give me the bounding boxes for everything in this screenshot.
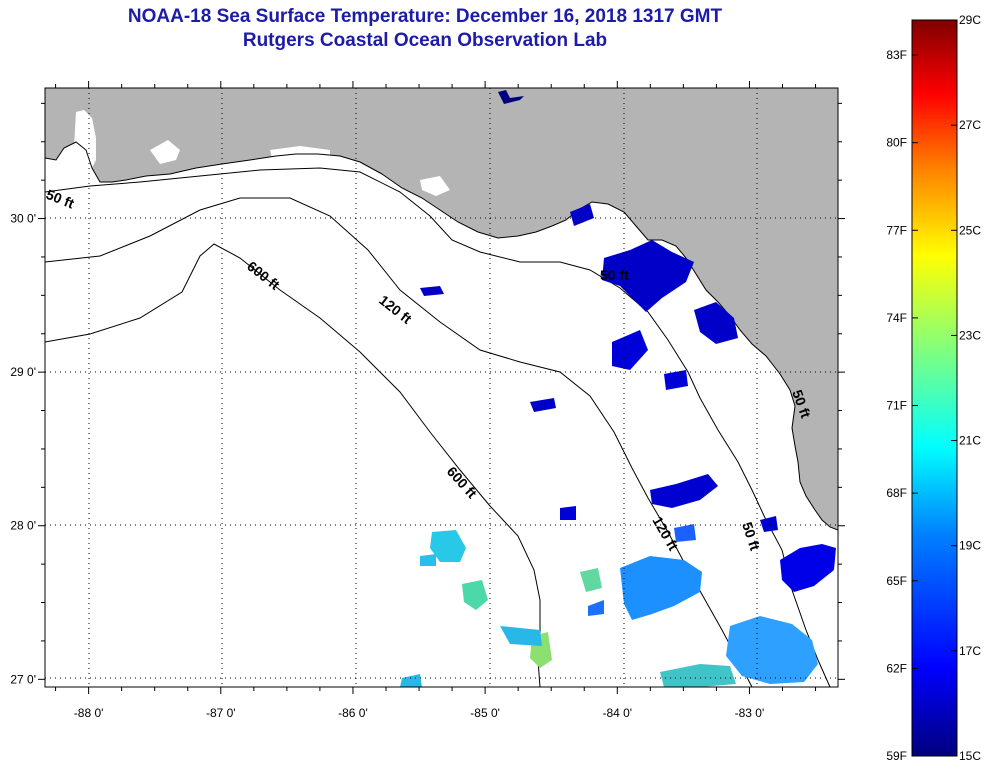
map-title: NOAA-18 Sea Surface Temperature: Decembe… (127, 6, 723, 27)
pensacola-bay (150, 140, 180, 164)
map-subtitle: Rutgers Coastal Ocean Observation Lab (242, 30, 608, 51)
lake-seminole (498, 90, 528, 104)
plot-frame (44, 87, 839, 688)
colorbar-c-label: 21C (959, 434, 981, 448)
lat-label: 29 0' (10, 365, 36, 379)
colorbar-f-label: 74F (886, 311, 907, 325)
latitude-labels: 30 0' 29 0' 28 0' 27 0' (10, 212, 36, 687)
colorbar-f-label: 83F (886, 48, 907, 62)
contour-label: 50 ft (600, 267, 629, 283)
colorbar-c-label: 15C (959, 749, 981, 763)
colorbar-c-label: 23C (959, 328, 981, 342)
colorbar-celsius-labels: 29C 27C 25C 23C 21C 19C 17C 15C (951, 13, 981, 763)
land-area (45, 88, 838, 530)
colorbar-f-label: 68F (886, 486, 907, 500)
lon-label: -88 0' (74, 706, 104, 720)
coastline (45, 141, 838, 531)
axis-ticks (38, 81, 845, 694)
colorbar-f-label: 59F (886, 749, 907, 763)
colorbar (911, 19, 958, 757)
colorbar-c-label: 17C (959, 644, 981, 658)
sst-data (400, 204, 836, 687)
colorbar-f-label: 80F (886, 136, 907, 150)
colorbar-f-label: 77F (886, 223, 907, 237)
lon-label: -85 0' (470, 706, 500, 720)
lon-label: -84 0' (602, 706, 632, 720)
lat-label: 28 0' (10, 519, 36, 533)
colorbar-c-label: 25C (959, 223, 981, 237)
colorbar-fahrenheit-labels: 83F 80F 77F 74F 71F 68F 65F 62F 59F (886, 48, 918, 763)
lon-label: -83 0' (735, 706, 765, 720)
lon-label: -86 0' (338, 706, 368, 720)
colorbar-f-label: 71F (886, 399, 907, 413)
longitude-labels: -88 0' -87 0' -86 0' -85 0' -84 0' -83 0' (74, 706, 764, 720)
lat-label: 27 0' (10, 672, 36, 686)
colorbar-c-label: 29C (959, 13, 981, 27)
colorbar-c-label: 27C (959, 118, 981, 132)
st-andrew-bay (420, 176, 450, 196)
lon-label: -87 0' (206, 706, 236, 720)
mobile-bay (74, 110, 96, 178)
graticule (45, 88, 838, 687)
colorbar-f-label: 65F (886, 574, 907, 588)
lat-label: 30 0' (10, 212, 36, 226)
colorbar-c-label: 19C (959, 539, 981, 553)
colorbar-f-label: 62F (886, 661, 907, 675)
